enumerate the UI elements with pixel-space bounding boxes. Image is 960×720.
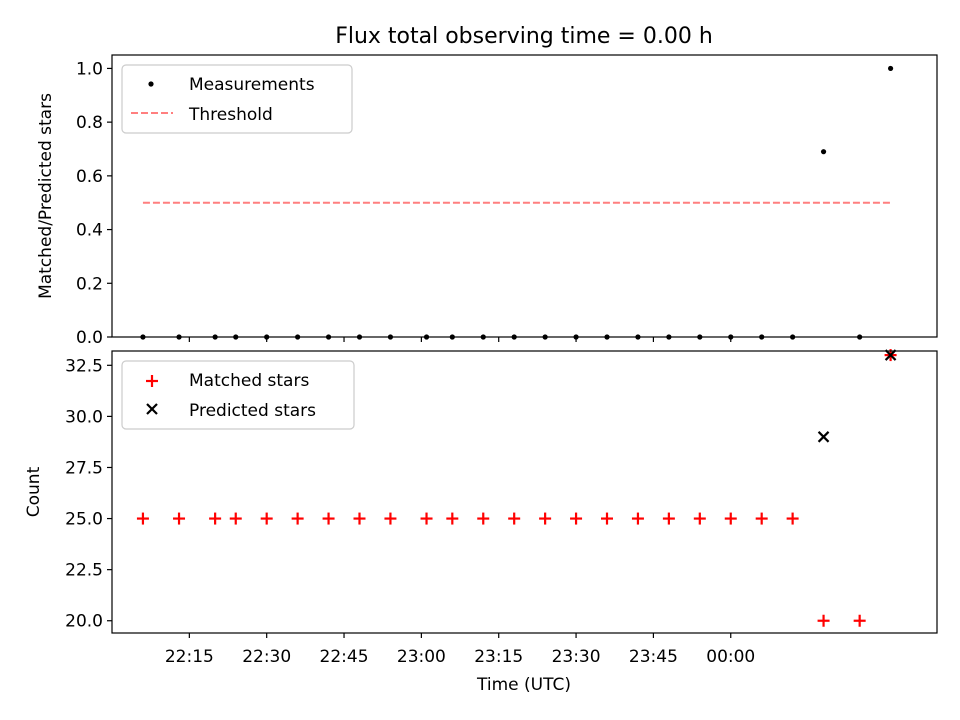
x-tick-label: 23:30 (552, 647, 601, 667)
y-tick-label: 32.5 (65, 356, 103, 376)
matched-star-point (322, 512, 335, 525)
top-axes-frame (111, 54, 938, 338)
x-tick-label: 23:45 (629, 647, 678, 667)
matched-star-point (446, 512, 459, 525)
matched-star-point (817, 614, 830, 627)
y-tick-label: 22.5 (65, 561, 103, 581)
matched-star-point (229, 512, 242, 525)
top-legend-box (121, 64, 353, 134)
y-tick-label: 0.6 (76, 167, 103, 187)
x-stroke-b (817, 431, 830, 443)
x-stroke-b (884, 349, 897, 361)
predicted-star-point (817, 431, 830, 443)
x-tick-label: 23:00 (397, 647, 446, 667)
matched-star-point (601, 512, 613, 525)
x-tick-label: 23:15 (474, 647, 523, 667)
matched-star-point (173, 512, 186, 525)
bottom-panel: 20.0 22.5 25.0 27.5 30.0 32.5 22:15 22:30 22:45… (24, 349, 938, 695)
y-tick-label: 0.0 (76, 328, 103, 348)
matched-star-point (260, 512, 273, 525)
bottom-x-ticks: 22:15 22:30 22:45 23:00 23:15 23:30 23:45 00:00 (165, 633, 755, 667)
legend-predicted-label: Predicted stars (189, 401, 316, 421)
top-y-ticks: 0.0 0.2 0.4 0.6 0.8 1.0 (76, 59, 112, 348)
matched-star-point (353, 512, 366, 525)
legend-measurements-label: Measurements (189, 75, 315, 95)
y-tick-label: 1.0 (76, 59, 103, 79)
bottom-axes-frame (111, 350, 938, 634)
chart-title: Flux total observing time = 0.00 h (335, 24, 713, 49)
y-tick-label: 27.5 (65, 458, 103, 478)
matched-star-point (477, 512, 490, 525)
top-y-axis-label: Matched/Predicted stars (36, 93, 56, 299)
legend-matched-label: Matched stars (189, 371, 309, 391)
y-tick-label: 0.2 (76, 274, 103, 294)
matched-star-point (662, 512, 675, 525)
x-tick-label: 22:45 (320, 647, 369, 667)
legend-matched-marker (146, 375, 158, 387)
x-tick-label: 22:15 (165, 647, 214, 667)
matched-star-point (209, 512, 222, 525)
bottom-y-ticks: 20.0 22.5 25.0 27.5 30.0 32.5 (65, 356, 112, 632)
x-tick-label: 00:00 (706, 647, 755, 667)
matched-star-point (291, 512, 304, 525)
y-tick-label: 30.0 (65, 407, 103, 427)
y-tick-label: 25.0 (65, 510, 103, 530)
matched-star-point (539, 512, 552, 525)
matched-star-point (724, 512, 737, 525)
y-tick-label: 0.4 (76, 221, 103, 241)
legend-measurements-marker (148, 81, 154, 87)
legend-threshold-label: Threshold (188, 105, 273, 125)
matched-star-point (693, 512, 706, 525)
matched-star-point (786, 512, 799, 525)
top-legend: Measurements Threshold (121, 64, 353, 134)
x-tick-label: 22:30 (242, 647, 291, 667)
measurement-point (887, 65, 894, 72)
matched-star-point (631, 512, 644, 525)
legend-predicted-marker (146, 403, 158, 415)
matched-star-point (508, 512, 521, 525)
bottom-y-axis-label: Count (24, 466, 44, 517)
top-x-ticks (188, 337, 732, 342)
matched-star-point (136, 512, 149, 525)
matched-star-point (384, 512, 397, 525)
bottom-legend-box (121, 360, 355, 430)
matched-star-point (755, 512, 768, 525)
bottom-legend: Matched stars Predicted stars (121, 360, 355, 430)
matched-star-point (570, 512, 583, 525)
top-panel: 0.0 0.2 0.4 0.6 0.8 1.0 Matched/Predicted sta… (36, 54, 938, 348)
measurement-point (820, 149, 827, 155)
y-tick-label: 0.8 (76, 113, 103, 133)
matched-star-point (420, 512, 433, 525)
x-axis-label: Time (UTC) (476, 675, 571, 695)
matched-star-point (853, 614, 866, 627)
predicted-star-point (884, 349, 897, 361)
bottom-plot-area (136, 349, 897, 627)
y-tick-label: 20.0 (65, 612, 103, 632)
